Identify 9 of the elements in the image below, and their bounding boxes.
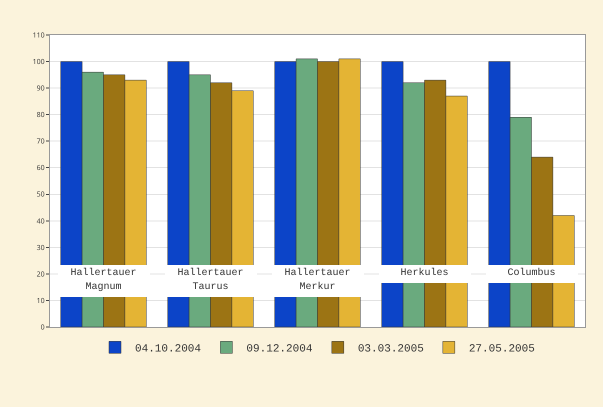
label-box: Hallertauer Magnum (58, 265, 150, 297)
label-box: Herkules (378, 265, 470, 283)
legend-label: 27.05.2005 (468, 344, 535, 356)
label-box: Hallertauer Merkur (272, 265, 364, 297)
legend-label: 09.12.2004 (246, 344, 313, 356)
label-box: Hallertauer Taurus (164, 265, 256, 297)
legend-label: 04.10.2004 (135, 344, 202, 356)
label-box: Columbus (486, 265, 578, 283)
legend-label: 03.03.2005 (358, 344, 424, 356)
